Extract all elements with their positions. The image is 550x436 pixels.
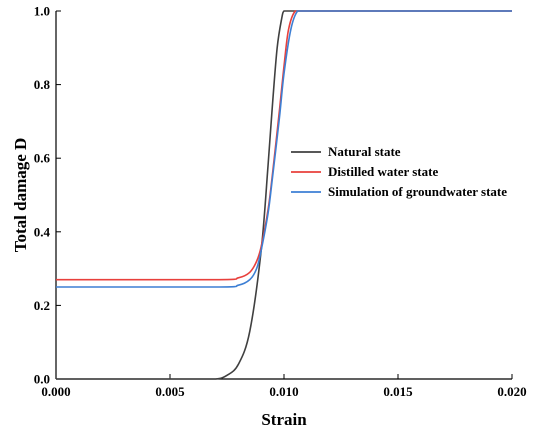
series-line-2 xyxy=(56,10,512,288)
y-axis-ticks: 0.0 0.2 0.4 0.6 0.8 1.0 xyxy=(34,4,61,387)
y-tick-label: 0.0 xyxy=(34,372,50,387)
y-tick-label: 0.4 xyxy=(34,224,51,239)
x-axis-title: Strain xyxy=(261,410,307,429)
legend-label: Simulation of groundwater state xyxy=(328,184,507,199)
x-tick-label: 0.020 xyxy=(497,384,526,399)
x-tick-label: 0.000 xyxy=(41,384,70,399)
y-tick-label: 1.0 xyxy=(34,4,50,19)
y-axis-title: Total damage D xyxy=(11,138,30,253)
y-tick-label: 0.8 xyxy=(34,77,51,92)
y-tick-label: 0.2 xyxy=(34,298,50,313)
legend-label: Natural state xyxy=(328,144,401,159)
legend: Natural state Distilled water state Simula… xyxy=(291,144,507,199)
x-tick-label: 0.005 xyxy=(155,384,185,399)
y-tick-label: 0.6 xyxy=(34,151,51,166)
x-axis-ticks: 0.000 0.005 0.010 0.015 0.020 xyxy=(41,374,527,399)
x-tick-label: 0.015 xyxy=(383,384,413,399)
legend-label: Distilled water state xyxy=(328,164,438,179)
x-tick-label: 0.010 xyxy=(269,384,298,399)
series-lines xyxy=(55,10,512,380)
series-line-1 xyxy=(56,10,512,281)
